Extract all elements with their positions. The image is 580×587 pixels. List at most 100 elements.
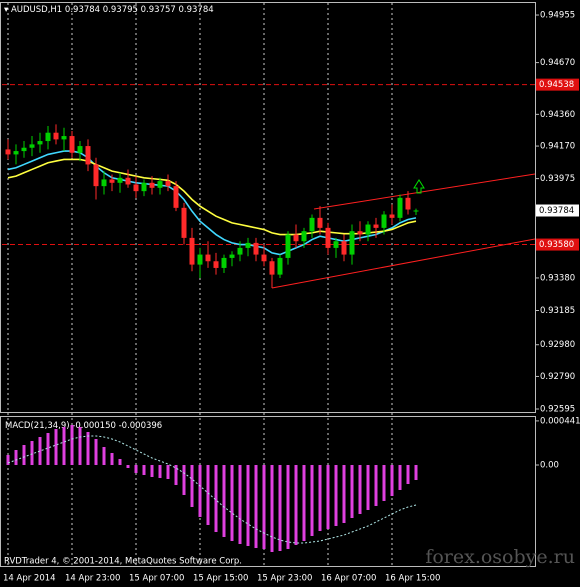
candle-body — [309, 217, 315, 232]
candle-body — [77, 146, 83, 153]
level-label: 0.94538 — [539, 80, 574, 90]
y-tick-label: 0.94955 — [540, 11, 575, 21]
candle-body — [165, 181, 171, 187]
y-tick-label: 0.92980 — [540, 340, 575, 350]
readout-high: 0.93795 — [103, 5, 138, 15]
candle-body — [269, 261, 275, 275]
candle-body — [149, 182, 155, 188]
candle-body — [133, 184, 139, 192]
buy-arrow — [413, 179, 425, 194]
macd-bar — [390, 465, 394, 496]
macd-bar — [110, 453, 114, 465]
macd-bar — [126, 465, 130, 468]
y-tick-label: 0.94670 — [540, 58, 575, 68]
candle-body — [349, 231, 355, 255]
level-label: 0.93580 — [539, 240, 574, 250]
candle-body — [317, 217, 323, 228]
candle-body — [237, 247, 243, 255]
candle-body — [61, 136, 67, 140]
candle-body — [405, 197, 411, 210]
candle-body — [181, 207, 187, 238]
candle-body — [389, 214, 395, 218]
macd-bar — [30, 441, 34, 465]
candle-body — [93, 164, 99, 187]
macd-bar — [150, 465, 154, 477]
macd-bar — [38, 437, 42, 465]
candle-body — [125, 177, 131, 185]
level-tag — [536, 78, 579, 91]
candle-body — [5, 149, 11, 155]
macd-bar — [134, 465, 138, 473]
candle-body — [333, 241, 339, 248]
macd-bar — [166, 465, 170, 479]
readout-close: 0.93784 — [179, 5, 214, 15]
macd-bar — [230, 465, 234, 541]
macd-bar — [62, 427, 66, 465]
macd-bar — [102, 447, 106, 465]
candle-body — [37, 141, 43, 145]
macd-bar — [238, 465, 242, 544]
y-tick-label: 0.00 — [540, 461, 559, 471]
symbol: AUDUSD,H1 — [11, 5, 62, 15]
macd-bar — [302, 465, 306, 541]
symbol-label: ▾ AUDUSD,H1 0.93784 0.93795 0.93757 0.93… — [4, 5, 214, 15]
candle-body — [381, 214, 387, 228]
x-tick-label: 16 Apr 07:00 — [321, 574, 376, 584]
candle-body — [21, 147, 27, 152]
candle-body — [301, 231, 307, 242]
macd-bar — [286, 465, 290, 549]
macd-bar — [414, 465, 418, 480]
candle-body — [117, 177, 123, 183]
macd-bar — [310, 465, 314, 536]
macd-bar — [206, 465, 210, 525]
readout-low: 0.93757 — [141, 5, 176, 15]
x-tick-label: 14 Apr 2014 — [3, 574, 56, 584]
candle-body — [45, 132, 51, 142]
candle-body — [197, 254, 203, 265]
macd-bar — [158, 465, 162, 478]
candle-body — [205, 254, 211, 262]
macd-bar — [382, 465, 386, 501]
y-tick-label: 0.93185 — [540, 306, 575, 316]
macd-bar — [246, 465, 250, 546]
candle-body — [69, 136, 75, 153]
candle-body — [173, 186, 179, 208]
y-tick-label: 0.000441 — [540, 416, 580, 426]
indicator-line — [7, 158, 417, 236]
footer: RVDTrader 4, © 2001-2014, MetaQuotes Sof… — [4, 557, 242, 567]
macd-bar — [214, 465, 218, 532]
y-tick-label: 0.94170 — [540, 142, 575, 152]
candle-body — [261, 254, 267, 262]
candle-body — [189, 237, 195, 265]
macd-bar — [182, 465, 186, 495]
candle-body — [397, 197, 403, 218]
candle-body — [357, 231, 363, 235]
x-tick-label: 16 Apr 15:00 — [385, 574, 440, 584]
macd-bar — [278, 465, 282, 551]
candle-body — [157, 181, 163, 188]
candle-body — [13, 151, 19, 155]
macd-title: MACD(21,34,9) — [5, 421, 70, 431]
macd-bar — [86, 432, 90, 465]
y-tick-label: 0.92595 — [540, 404, 575, 414]
y-tick-label: 0.93380 — [540, 273, 575, 283]
macd-bar — [222, 465, 226, 537]
indicator-line — [7, 150, 417, 256]
level-tag — [536, 238, 579, 251]
indicator-line — [7, 435, 417, 544]
candle-body — [141, 182, 147, 192]
macd-bar — [54, 429, 58, 465]
candle-body — [253, 242, 259, 255]
price-label: 0.93784 — [539, 206, 574, 216]
y-tick-label: 0.94360 — [540, 110, 575, 120]
macd-bar — [374, 465, 378, 506]
macd-bar — [398, 465, 402, 490]
x-tick-label: 14 Apr 23:00 — [65, 574, 120, 584]
candle-body — [285, 234, 291, 258]
macd-bar — [94, 439, 98, 465]
watermark: forex.osobye.ru — [425, 546, 575, 568]
macd-bar — [318, 465, 322, 531]
candle-body — [293, 234, 299, 242]
macd-bar — [366, 465, 370, 510]
